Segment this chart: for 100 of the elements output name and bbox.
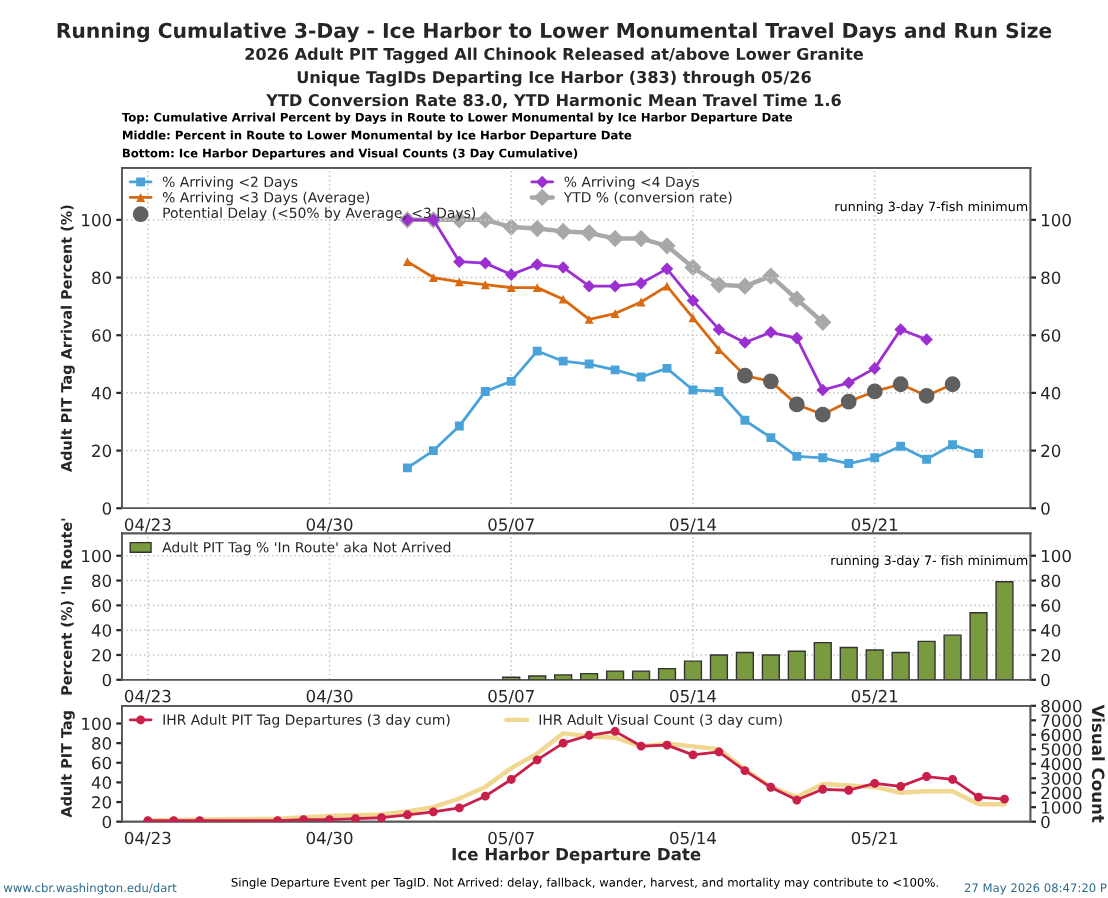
point bbox=[710, 276, 728, 294]
point bbox=[606, 229, 624, 248]
bar bbox=[865, 649, 884, 680]
bar bbox=[709, 654, 729, 680]
point bbox=[428, 446, 438, 456]
point bbox=[922, 772, 932, 781]
y2-tick-label: 100 bbox=[1041, 213, 1071, 227]
point bbox=[1000, 794, 1009, 804]
bar bbox=[969, 612, 988, 680]
point bbox=[584, 359, 594, 369]
point bbox=[818, 784, 828, 794]
x-tick-label: 04/23 bbox=[124, 689, 171, 704]
x-tick-label: 05/14 bbox=[670, 689, 717, 704]
x-tick-label: 04/30 bbox=[306, 689, 353, 704]
point bbox=[740, 415, 750, 425]
point bbox=[634, 277, 648, 290]
point bbox=[920, 333, 933, 346]
point bbox=[325, 815, 334, 822]
point bbox=[351, 814, 360, 822]
point bbox=[480, 387, 490, 396]
y-tick-label: 20 bbox=[92, 444, 112, 458]
point bbox=[636, 372, 646, 382]
y2-tick-label: 0 bbox=[1041, 815, 1050, 829]
point bbox=[870, 453, 880, 463]
point bbox=[814, 313, 832, 331]
x-tick-label: 05/21 bbox=[851, 689, 898, 704]
point bbox=[476, 211, 494, 229]
y-tick-label: 40 bbox=[91, 624, 112, 637]
bar bbox=[683, 660, 703, 680]
bar bbox=[631, 670, 651, 680]
point bbox=[868, 362, 881, 375]
point bbox=[712, 323, 726, 336]
bar bbox=[943, 634, 962, 680]
bar bbox=[917, 640, 936, 680]
y2-tick-label: 2000 bbox=[1041, 786, 1082, 800]
y2-tick-label: 8000 bbox=[1041, 699, 1082, 713]
point bbox=[896, 441, 906, 451]
x-tick-label: 05/07 bbox=[488, 831, 534, 846]
point bbox=[610, 309, 620, 319]
point bbox=[402, 810, 412, 820]
x-tick-label: 04/30 bbox=[306, 831, 353, 846]
bar bbox=[995, 581, 1014, 680]
point bbox=[506, 775, 516, 784]
x-tick-label: 05/21 bbox=[851, 518, 898, 533]
point bbox=[532, 755, 542, 765]
point bbox=[377, 813, 386, 822]
point bbox=[636, 741, 646, 751]
point bbox=[558, 356, 568, 366]
point bbox=[974, 449, 983, 458]
point bbox=[660, 262, 674, 276]
x-axis-title: Ice Harbor Departure Date bbox=[452, 847, 701, 864]
y2-tick-label: 60 bbox=[1041, 329, 1061, 342]
y2-tick-label: 100 bbox=[1041, 549, 1071, 563]
point bbox=[530, 258, 544, 271]
point bbox=[479, 256, 492, 270]
point bbox=[506, 376, 516, 386]
point bbox=[558, 294, 568, 304]
point bbox=[453, 255, 466, 268]
point bbox=[454, 421, 464, 431]
point bbox=[686, 294, 700, 307]
x-tick-label: 04/23 bbox=[124, 831, 171, 846]
point bbox=[762, 267, 780, 285]
y-tick-label: 60 bbox=[92, 756, 112, 770]
point bbox=[584, 730, 594, 740]
point bbox=[299, 815, 309, 822]
y2-tick-label: 3000 bbox=[1041, 772, 1082, 785]
point bbox=[608, 279, 622, 293]
chart-subtitle: 2026 Adult PIT Tagged All Chinook Released at/above Lower Granite Unique TagIDs Departing Ice Harbor (383) through 05/26 YTD Conversion Rate 83.0, YTD Harmonic Mean Travel Time 1.6 bbox=[245, 47, 864, 109]
point bbox=[658, 237, 676, 255]
point bbox=[528, 219, 546, 238]
bar bbox=[787, 650, 806, 680]
point bbox=[688, 313, 698, 323]
point bbox=[844, 459, 854, 469]
point bbox=[428, 807, 438, 817]
point bbox=[738, 336, 752, 349]
point bbox=[428, 273, 438, 282]
bar bbox=[761, 654, 780, 680]
y-tick-label: 20 bbox=[92, 648, 112, 662]
point bbox=[532, 283, 542, 293]
chart-title: Running Cumulative 3-Day - Ice Harbor to Lower Monumental Travel Days and Run Size bbox=[57, 22, 1052, 43]
point bbox=[688, 750, 698, 760]
point bbox=[896, 781, 906, 791]
point bbox=[632, 229, 650, 248]
y-tick-label: 0 bbox=[102, 502, 112, 515]
y2-tick-label: 20 bbox=[1041, 648, 1061, 662]
y-tick-label: 40 bbox=[91, 386, 112, 400]
point bbox=[610, 726, 620, 736]
point bbox=[764, 326, 778, 339]
point bbox=[480, 280, 490, 290]
point bbox=[480, 791, 490, 801]
point bbox=[818, 453, 828, 463]
point bbox=[504, 268, 518, 281]
point bbox=[842, 376, 856, 390]
y-tick-label: 60 bbox=[92, 329, 112, 342]
point bbox=[610, 365, 620, 375]
point bbox=[554, 222, 572, 241]
y2-tick-label: 40 bbox=[1040, 624, 1061, 637]
point bbox=[532, 346, 542, 356]
y-tick-label: 40 bbox=[91, 776, 112, 789]
bar bbox=[839, 646, 858, 680]
